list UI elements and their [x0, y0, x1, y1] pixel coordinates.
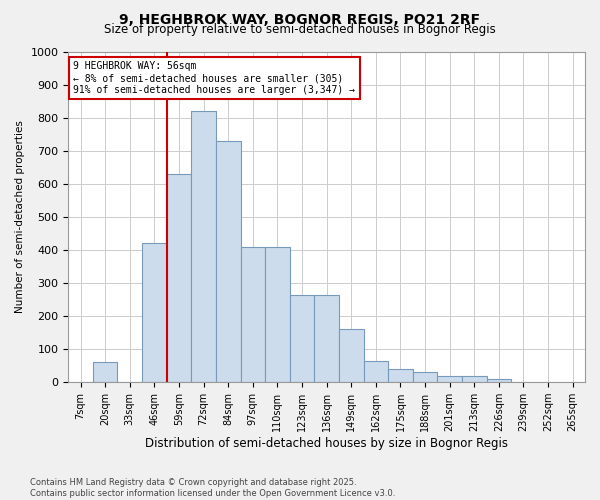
Y-axis label: Number of semi-detached properties: Number of semi-detached properties [15, 120, 25, 314]
Bar [265, 246, 290, 382]
Text: 9, HEGHBROK WAY, BOGNOR REGIS, PO21 2RF: 9, HEGHBROK WAY, BOGNOR REGIS, PO21 2RF [119, 12, 481, 26]
Bar [216, 141, 241, 382]
Text: 9 HEGHBROK WAY: 56sqm
← 8% of semi-detached houses are smaller (305)
91% of semi: 9 HEGHBROK WAY: 56sqm ← 8% of semi-detac… [73, 62, 355, 94]
Bar [462, 376, 487, 382]
Bar [339, 330, 364, 382]
Bar [191, 111, 216, 382]
Text: Size of property relative to semi-detached houses in Bognor Regis: Size of property relative to semi-detach… [104, 22, 496, 36]
Bar [241, 246, 265, 382]
Bar [364, 360, 388, 382]
Bar [93, 362, 118, 382]
Bar [487, 379, 511, 382]
Bar [142, 244, 167, 382]
Bar [314, 294, 339, 382]
Bar [388, 369, 413, 382]
Bar [413, 372, 437, 382]
X-axis label: Distribution of semi-detached houses by size in Bognor Regis: Distribution of semi-detached houses by … [145, 437, 508, 450]
Text: Contains HM Land Registry data © Crown copyright and database right 2025.
Contai: Contains HM Land Registry data © Crown c… [30, 478, 395, 498]
Bar [437, 376, 462, 382]
Bar [167, 174, 191, 382]
Bar [290, 294, 314, 382]
